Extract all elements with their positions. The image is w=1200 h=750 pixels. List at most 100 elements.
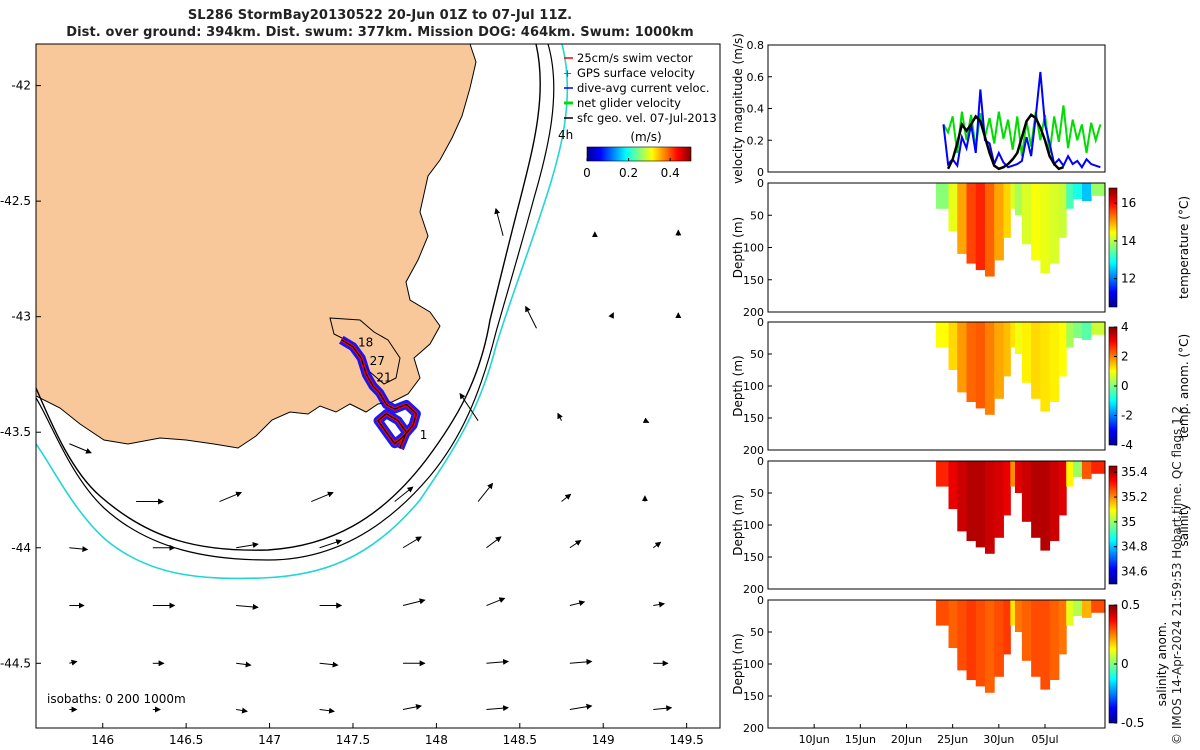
velocity-vector	[653, 705, 673, 712]
map-legend: 25cm/s swim vector + GPS surface velocityd…	[563, 51, 717, 125]
velocity-vector	[319, 661, 339, 668]
track-day-label: 27	[370, 354, 385, 368]
velocity-vector	[642, 417, 650, 423]
map-plot: 18 27 21 1 146 146.5 147 147.5 148 148.5 149 149.5…	[0, 43, 721, 747]
heatmap-column	[1049, 461, 1060, 541]
legend-entry-label: net glider velocity	[577, 96, 681, 110]
heatmap-column	[1081, 183, 1092, 202]
heatmap-column	[957, 461, 968, 532]
legend-entry-label: GPS surface velocity	[577, 66, 695, 80]
velocity-ylabel: velocity magnitude (m/s)	[731, 33, 745, 184]
legend-entry-label: dive-avg current veloc.	[577, 81, 710, 95]
heatmap-column	[984, 600, 995, 693]
velocity-y-tick-label: 0.6	[747, 71, 765, 84]
colorbar-tick-label: 35.4	[1121, 465, 1148, 479]
colorbar-tick-label: 35	[1121, 515, 1136, 529]
velocity-vector	[557, 412, 563, 421]
heatmap-y-tick-label: 100	[743, 658, 764, 671]
figure-title-line2: Dist. over ground: 394km. Dist. swum: 37…	[66, 25, 694, 40]
velocity-vector	[561, 493, 572, 502]
colorbar-tick-label: 34.6	[1121, 565, 1148, 579]
heatmap-colorbar	[1108, 187, 1118, 308]
velocity-axes-frame	[767, 44, 1106, 173]
velocity-vector	[236, 661, 252, 668]
tasmania-landmass	[36, 44, 477, 449]
velocity-vector	[486, 536, 502, 549]
colorbar-tick-label: 0	[1121, 657, 1129, 671]
velocity-vector	[402, 536, 422, 549]
heatmap-column	[966, 183, 977, 264]
colorbar-tick-label: 14	[1121, 234, 1136, 248]
velocity-vector	[394, 486, 414, 502]
colorbar-tick-label: 16	[1121, 196, 1136, 210]
heatmap-y-tick-label: 100	[743, 380, 764, 393]
velocity-vector	[477, 482, 494, 502]
glider-track-line	[340, 339, 418, 449]
map-axes-frame	[35, 43, 721, 729]
heatmap-column	[936, 600, 950, 626]
heatmap-column	[975, 461, 986, 548]
colorbar-tick-label: -2	[1121, 409, 1133, 423]
map-x-tick-label: 149.5	[669, 733, 703, 747]
velocity-y-tick-label: 0.8	[747, 39, 765, 52]
velocity-vector	[402, 598, 426, 607]
colorbar-tick-label: -0.5	[1121, 716, 1144, 730]
velocity-vector	[402, 703, 423, 711]
map-colorbar-tick-label: 0.4	[661, 166, 680, 180]
velocity-vector	[569, 600, 586, 607]
heatmap-column	[936, 322, 950, 348]
heatmap-column	[948, 461, 958, 509]
velocity-vector	[569, 658, 593, 665]
colorbar-tick-label: -4	[1121, 438, 1133, 452]
heatmap-column	[1073, 461, 1083, 477]
heatmap-column	[994, 322, 1004, 399]
heatmap-ylabel: Depth (m)	[731, 355, 745, 416]
heatmap-column	[936, 183, 950, 209]
heatmap-ylabel: Depth (m)	[731, 494, 745, 555]
heatmap-column	[966, 322, 977, 402]
heatmap-column	[994, 600, 1004, 677]
heatmap-column	[1040, 461, 1051, 551]
heatmap-column	[1091, 461, 1106, 474]
map-x-tick-label: 147	[258, 733, 281, 747]
track-day-label: 21	[376, 370, 391, 384]
map-colorbar-tick-label: 0	[583, 166, 591, 180]
velocity-series-1	[942, 71, 1101, 170]
isobath-1000m	[36, 44, 569, 580]
map-x-tick-label: 146.5	[169, 733, 203, 747]
heatmap-column	[1003, 322, 1011, 377]
map-colorbar-title: (m/s)	[630, 130, 661, 144]
heatmap-y-tick-label: 200	[743, 722, 764, 735]
colorbar-tick-label: 35.2	[1121, 490, 1148, 504]
map-y-tick-label: -42.5	[0, 194, 31, 208]
heatmap-column	[1066, 600, 1074, 626]
time-x-tick-label: 10Jun	[799, 733, 830, 746]
heatmap-column	[1049, 600, 1060, 680]
heatmap-column	[957, 322, 968, 393]
legend-entry-label: 25cm/s swim vector	[577, 51, 693, 65]
legend-entry-label: sfc geo. vel. 07-Jul-2013	[577, 111, 717, 125]
velocity-vector	[486, 597, 506, 606]
colorbar-label: temperature (°C)	[1177, 196, 1191, 299]
heatmap-y-tick-label: 150	[743, 690, 764, 703]
heatmap-column	[1091, 600, 1106, 613]
heatmap-column	[1073, 322, 1083, 338]
heatmap-column	[1031, 600, 1041, 677]
heatmap-y-tick-label: 0	[757, 316, 764, 329]
heatmap-column	[1014, 322, 1023, 354]
heatmap-column	[1014, 600, 1023, 632]
heatmap-column	[966, 461, 977, 541]
map-x-tick-label: 147.5	[336, 733, 370, 747]
figure-title-line1: SL286 StormBay20130522 20-Jun 01Z to 07-…	[187, 8, 573, 23]
track-day-label: 18	[358, 336, 373, 350]
velocity-vector	[494, 207, 504, 236]
heatmap-column	[966, 600, 977, 680]
map-x-tick-label: 146	[91, 733, 114, 747]
velocity-y-tick-label: 0.4	[747, 103, 765, 116]
heatmap-column	[1021, 461, 1032, 522]
map-y-tick-label: -43	[11, 310, 31, 324]
map-y-tick-label: -43.5	[0, 425, 31, 439]
colorbar-tick-label: 2	[1121, 350, 1129, 364]
time-x-tick-label: 25Jun	[937, 733, 968, 746]
